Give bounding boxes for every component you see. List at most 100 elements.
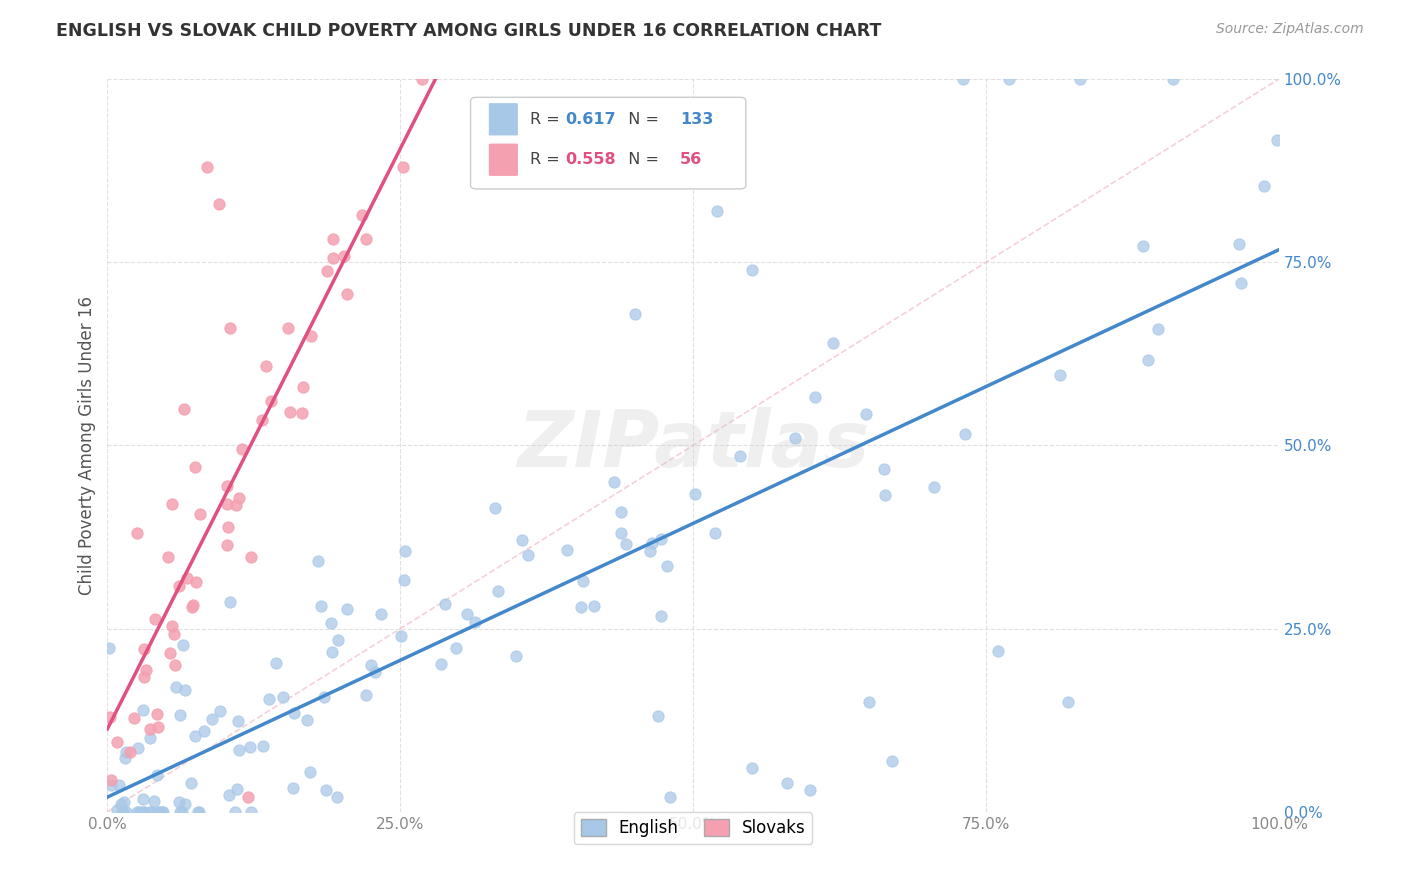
Point (208, 196, 231, 211)
Point (315, 264, 337, 278)
Point (922, 480, 945, 494)
Point (110, 805, 132, 819)
Point (180, 776, 202, 790)
Point (1049, 368, 1071, 383)
Point (129, 805, 152, 819)
Point (134, 642, 156, 657)
Point (336, 601, 359, 615)
Point (254, 359, 277, 373)
Point (610, 505, 633, 519)
Point (998, 72, 1021, 87)
Point (174, 682, 197, 697)
Point (354, 689, 377, 703)
Y-axis label: Child Poverty Among Girls Under 16: Child Poverty Among Girls Under 16 (79, 296, 96, 595)
Point (623, 306, 645, 320)
Point (352, 208, 374, 222)
Text: 0.617: 0.617 (565, 112, 616, 127)
Point (110, 797, 132, 811)
Point (444, 641, 467, 656)
Point (127, 741, 149, 756)
Point (184, 574, 207, 589)
Point (163, 626, 186, 640)
Point (219, 595, 242, 609)
Point (128, 805, 150, 819)
Point (111, 805, 134, 819)
Point (100, 778, 122, 792)
Point (169, 708, 191, 723)
Point (484, 500, 506, 515)
Point (952, 72, 974, 87)
Point (115, 805, 138, 819)
Point (118, 745, 141, 759)
Point (215, 478, 238, 492)
Text: N =: N = (619, 112, 664, 127)
Point (804, 390, 827, 404)
Point (510, 533, 533, 548)
Point (1057, 695, 1080, 709)
Point (160, 497, 183, 511)
Point (208, 704, 231, 718)
Point (132, 805, 155, 819)
Point (641, 536, 664, 550)
Point (703, 525, 725, 540)
Point (165, 680, 187, 694)
Point (187, 805, 209, 819)
Point (1147, 322, 1170, 336)
Point (173, 401, 195, 416)
Point (135, 663, 157, 677)
Point (98, 709, 121, 723)
Point (277, 321, 299, 335)
Point (152, 805, 174, 819)
Point (114, 745, 136, 759)
Point (638, 544, 661, 558)
Point (143, 794, 166, 808)
Point (219, 321, 242, 335)
Point (167, 796, 190, 810)
Point (783, 431, 806, 445)
Point (239, 739, 262, 754)
Point (167, 579, 190, 593)
Point (228, 743, 250, 757)
Point (138, 722, 160, 736)
Point (569, 600, 592, 615)
Text: R =: R = (530, 153, 565, 167)
Point (283, 706, 305, 721)
Point (295, 713, 318, 727)
Point (163, 657, 186, 672)
Point (105, 804, 128, 818)
Point (603, 475, 626, 489)
Point (882, 754, 904, 768)
Point (152, 805, 174, 819)
Point (354, 231, 377, 245)
Point (728, 449, 751, 463)
Point (314, 690, 336, 704)
Point (108, 778, 131, 792)
Point (170, 805, 193, 819)
Legend: English, Slovaks: English, Slovaks (574, 813, 813, 844)
Point (322, 252, 344, 266)
Text: 56: 56 (681, 153, 703, 167)
Point (134, 805, 156, 819)
Point (655, 558, 678, 573)
Point (389, 629, 412, 643)
Point (124, 711, 146, 725)
Point (370, 607, 392, 621)
FancyBboxPatch shape (488, 103, 519, 136)
Point (127, 805, 149, 819)
Point (125, 526, 148, 541)
Point (181, 599, 204, 614)
Point (112, 795, 135, 809)
Point (875, 487, 897, 501)
Point (291, 380, 314, 394)
Point (456, 607, 478, 621)
Text: ENGLISH VS SLOVAK CHILD POVERTY AMONG GIRLS UNDER 16 CORRELATION CHART: ENGLISH VS SLOVAK CHILD POVERTY AMONG GI… (56, 22, 882, 40)
Point (464, 615, 486, 629)
Point (741, 761, 763, 775)
Text: 0.558: 0.558 (565, 153, 616, 167)
Point (252, 739, 274, 753)
Point (326, 790, 349, 805)
Point (187, 805, 209, 819)
Point (955, 427, 977, 442)
Point (100, 772, 122, 787)
Point (683, 487, 706, 501)
